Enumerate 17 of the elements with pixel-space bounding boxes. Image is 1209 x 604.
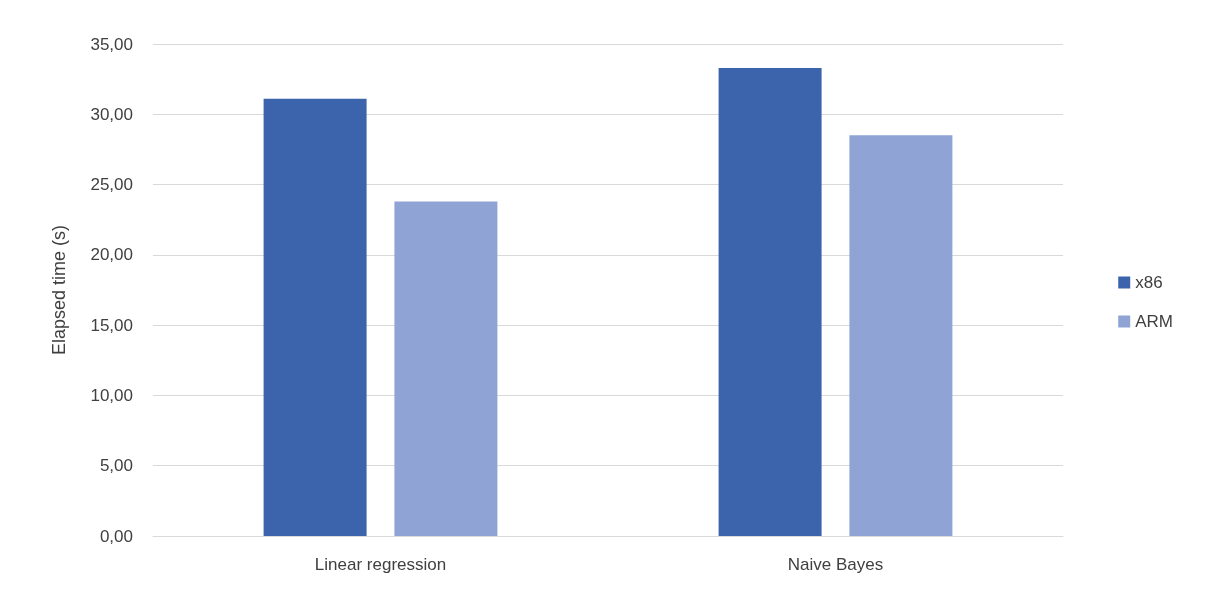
y-tick-label: 10,00 <box>90 385 133 405</box>
y-tick-label: 20,00 <box>90 245 133 265</box>
bar <box>394 201 498 536</box>
y-tick-label: 35,00 <box>90 34 133 54</box>
x-tick-label: Naive Bayes <box>787 555 884 574</box>
x-tick-label: Linear regression <box>314 555 447 574</box>
bar <box>849 135 953 536</box>
y-tick-label: 5,00 <box>99 456 133 476</box>
y-tick-label: 15,00 <box>90 315 133 335</box>
bar <box>263 98 367 536</box>
bar <box>718 67 822 536</box>
legend-label: x86 <box>1135 273 1163 292</box>
y-tick-label: 25,00 <box>90 175 133 195</box>
y-tick-label: 30,00 <box>90 104 133 124</box>
y-tick-label: 0,00 <box>99 526 133 546</box>
legend-label: ARM <box>1135 312 1173 331</box>
y-axis-title: Elapsed time (s) <box>49 224 69 356</box>
